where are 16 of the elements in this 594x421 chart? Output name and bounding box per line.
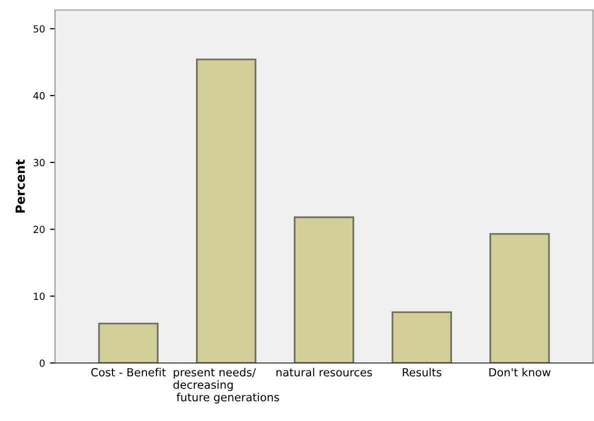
- y-tick-label: 20: [34, 226, 45, 234]
- y-tick-label: 10: [34, 292, 45, 300]
- x-tick-label: Don't know: [489, 368, 551, 376]
- bar: [294, 216, 354, 363]
- y-tick-label: 40: [33, 92, 45, 100]
- bar: [392, 311, 452, 363]
- bar: [489, 233, 550, 363]
- x-tick-label: Results: [402, 368, 442, 376]
- y-tick-label: 50: [34, 25, 45, 33]
- y-axis-title: Percent: [16, 160, 25, 213]
- y-tick-label: 0: [40, 359, 45, 367]
- y-tick-label: 30: [34, 158, 45, 166]
- x-tick-label: Cost - Benefit: [91, 368, 166, 376]
- x-tick-label: natural resources: [276, 368, 372, 376]
- bar: [98, 322, 159, 363]
- bar: [196, 58, 256, 363]
